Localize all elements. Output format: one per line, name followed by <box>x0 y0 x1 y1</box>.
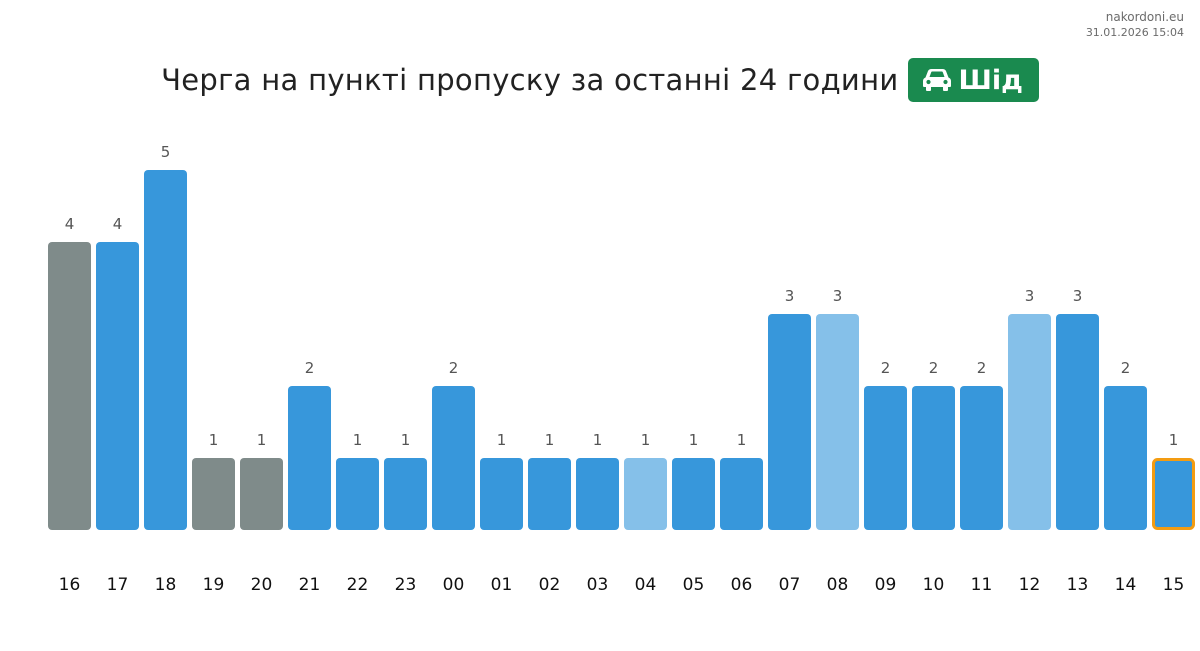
value-label-00: 2 <box>449 359 459 377</box>
x-tick-label-23: 23 <box>395 575 417 595</box>
value-label-16: 4 <box>65 215 75 233</box>
bar-04 <box>624 458 667 530</box>
bar-06 <box>720 458 763 530</box>
value-label-02: 1 <box>545 431 555 449</box>
x-tick-label-06: 06 <box>731 575 753 595</box>
value-label-12: 3 <box>1025 287 1035 305</box>
bar-22 <box>336 458 379 530</box>
x-tick-label-04: 04 <box>635 575 657 595</box>
value-label-04: 1 <box>641 431 651 449</box>
x-tick-label-17: 17 <box>107 575 129 595</box>
x-tick-label-07: 07 <box>779 575 801 595</box>
x-tick-label-08: 08 <box>827 575 849 595</box>
x-tick-label-12: 12 <box>1019 575 1041 595</box>
x-tick-label-10: 10 <box>923 575 945 595</box>
value-label-21: 2 <box>305 359 315 377</box>
bar-23 <box>384 458 427 530</box>
value-label-10: 2 <box>929 359 939 377</box>
bar-20 <box>240 458 283 530</box>
x-tick-label-05: 05 <box>683 575 705 595</box>
bar-19 <box>192 458 235 530</box>
bar-08 <box>816 314 859 530</box>
value-label-06: 1 <box>737 431 747 449</box>
value-label-15: 1 <box>1169 431 1179 449</box>
x-tick-label-09: 09 <box>875 575 897 595</box>
value-label-22: 1 <box>353 431 363 449</box>
bar-07 <box>768 314 811 530</box>
bar-16 <box>48 242 91 530</box>
value-label-17: 4 <box>113 215 123 233</box>
source-site: nakordoni.eu <box>1105 10 1184 24</box>
value-label-03: 1 <box>593 431 603 449</box>
source-info: nakordoni.eu 31.01.2026 15:04 <box>1086 9 1184 41</box>
bar-09 <box>864 386 907 530</box>
x-tick-label-21: 21 <box>299 575 321 595</box>
value-label-23: 1 <box>401 431 411 449</box>
bar-13 <box>1056 314 1099 530</box>
value-label-09: 2 <box>881 359 891 377</box>
bar-03 <box>576 458 619 530</box>
bar-18 <box>144 170 187 530</box>
value-label-20: 1 <box>257 431 267 449</box>
x-tick-label-14: 14 <box>1115 575 1137 595</box>
x-tick-label-01: 01 <box>491 575 513 595</box>
value-label-01: 1 <box>497 431 507 449</box>
chart-title: Черга на пункті пропуску за останні 24 г… <box>161 63 899 97</box>
value-label-13: 3 <box>1073 287 1083 305</box>
bar-11 <box>960 386 1003 530</box>
bar-05 <box>672 458 715 530</box>
x-tick-label-16: 16 <box>59 575 81 595</box>
badge-label: Шід <box>958 64 1023 96</box>
value-label-11: 2 <box>977 359 987 377</box>
bar-14 <box>1104 386 1147 530</box>
chart-header: Черга на пункті пропуску за останні 24 г… <box>0 58 1200 102</box>
bar-12 <box>1008 314 1051 530</box>
x-tick-label-22: 22 <box>347 575 369 595</box>
bar-21 <box>288 386 331 530</box>
value-label-19: 1 <box>209 431 219 449</box>
value-label-08: 3 <box>833 287 843 305</box>
car-icon <box>922 68 952 92</box>
bar-17 <box>96 242 139 530</box>
bar-15 <box>1152 458 1195 530</box>
value-label-07: 3 <box>785 287 795 305</box>
x-tick-label-13: 13 <box>1067 575 1089 595</box>
x-tick-label-11: 11 <box>971 575 993 595</box>
source-timestamp: 31.01.2026 15:04 <box>1085 26 1184 39</box>
x-tick-label-18: 18 <box>155 575 177 595</box>
bar-10 <box>912 386 955 530</box>
bar-00 <box>432 386 475 530</box>
value-label-18: 5 <box>161 143 171 161</box>
x-tick-label-20: 20 <box>251 575 273 595</box>
value-label-05: 1 <box>689 431 699 449</box>
x-tick-label-00: 00 <box>443 575 465 595</box>
x-tick-label-03: 03 <box>587 575 609 595</box>
x-tick-label-15: 15 <box>1163 575 1185 595</box>
bar-02 <box>528 458 571 530</box>
bar-01 <box>480 458 523 530</box>
x-tick-label-02: 02 <box>539 575 561 595</box>
value-label-14: 2 <box>1121 359 1131 377</box>
x-tick-label-19: 19 <box>203 575 225 595</box>
direction-badge: Шід <box>907 58 1039 102</box>
